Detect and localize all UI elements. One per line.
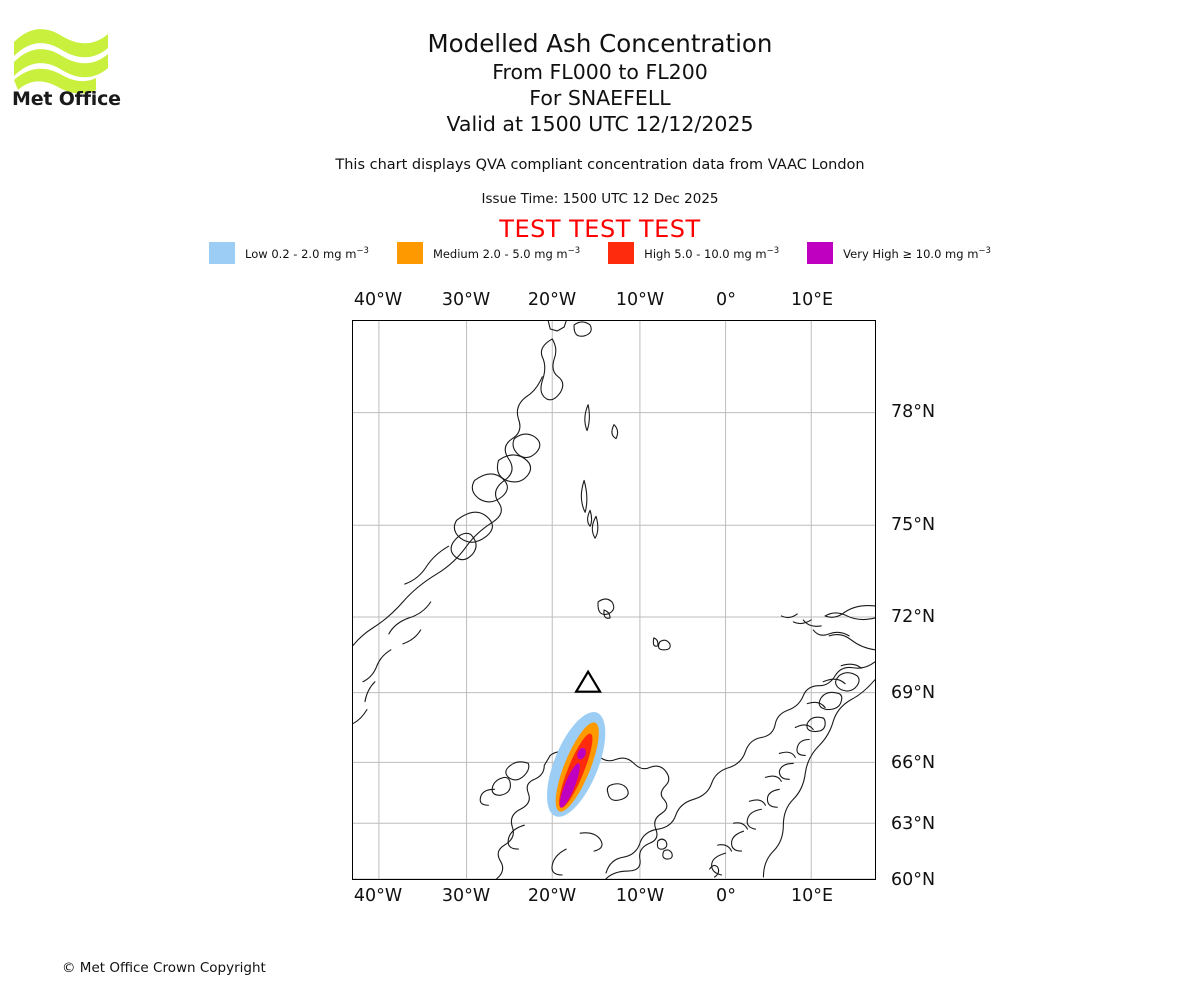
copyright-text: © Met Office Crown Copyright xyxy=(62,960,266,976)
legend-swatch-high xyxy=(608,242,635,264)
coastlines xyxy=(353,321,875,879)
chart-title-block: Modelled Ash Concentration From FL000 to… xyxy=(0,28,1200,137)
concentration-legend: Low 0.2 - 2.0 mg m−3 Medium 2.0 - 5.0 mg… xyxy=(0,242,1200,264)
volcano-marker[interactable] xyxy=(574,669,602,693)
lon-tick-top-1: 30°W xyxy=(441,290,491,310)
plume-core-spot xyxy=(577,747,586,760)
lat-tick-right-3: 69°N xyxy=(891,683,936,703)
lon-tick-bottom-0: 40°W xyxy=(353,886,403,906)
lon-tick-bottom-1: 30°W xyxy=(441,886,491,906)
issue-time: Issue Time: 1500 UTC 12 Dec 2025 xyxy=(481,191,719,207)
lon-tick-bottom-2: 20°W xyxy=(527,886,577,906)
latitude-axis-right: 78°N 75°N 72°N 69°N 66°N 63°N 60°N xyxy=(886,0,1186,1000)
lon-tick-top-4: 0° xyxy=(716,290,736,310)
lat-tick-right-0: 78°N xyxy=(891,402,936,422)
qva-note: This chart displays QVA compliant concen… xyxy=(335,157,865,173)
lon-tick-bottom-3: 10°W xyxy=(615,886,665,906)
page-title: Modelled Ash Concentration xyxy=(427,29,773,58)
lat-tick-right-6: 60°N xyxy=(891,870,936,890)
met-office-logo xyxy=(12,22,122,112)
legend-swatch-low xyxy=(209,242,236,264)
legend-label-medium: Medium 2.0 - 5.0 mg m−3 xyxy=(432,245,581,261)
latitude-axis-left: 78°N 75°N 72°N 69°N 66°N 63°N 60°N xyxy=(0,0,342,1000)
met-office-logo-text: Met Office xyxy=(12,88,121,110)
legend-swatch-very-high xyxy=(807,242,834,264)
lon-tick-top-2: 20°W xyxy=(527,290,577,310)
lon-tick-bottom-4: 0° xyxy=(716,886,736,906)
lon-tick-top-0: 40°W xyxy=(353,290,403,310)
legend-item-very-high: Very High ≥ 10.0 mg m−3 xyxy=(807,242,991,264)
legend-label-high: High 5.0 - 10.0 mg m−3 xyxy=(644,245,780,261)
legend-item-low: Low 0.2 - 2.0 mg m−3 xyxy=(209,242,369,264)
legend-item-high: High 5.0 - 10.0 mg m−3 xyxy=(608,242,779,264)
legend-item-medium: Medium 2.0 - 5.0 mg m−3 xyxy=(396,242,581,264)
longitude-axis-top: 40°W 30°W 20°W 10°W 0° 10°E xyxy=(0,290,1200,316)
lat-tick-right-1: 75°N xyxy=(891,515,936,535)
flight-level-range: From FL000 to FL200 xyxy=(492,60,708,84)
lon-tick-top-3: 10°W xyxy=(615,290,665,310)
legend-swatch-medium xyxy=(396,242,423,264)
lat-tick-right-5: 63°N xyxy=(891,814,936,834)
map-canvas xyxy=(353,321,875,879)
legend-label-very-high: Very High ≥ 10.0 mg m−3 xyxy=(843,245,991,261)
plume-band-very-high xyxy=(559,763,580,808)
lat-tick-right-4: 66°N xyxy=(891,753,936,773)
lon-tick-bottom-5: 10°E xyxy=(790,886,834,906)
lon-tick-top-5: 10°E xyxy=(790,290,834,310)
valid-time: Valid at 1500 UTC 12/12/2025 xyxy=(446,112,754,136)
ash-plume xyxy=(546,712,606,817)
test-banner: TEST TEST TEST xyxy=(499,215,701,243)
longitude-axis-bottom: 40°W 30°W 20°W 10°W 0° 10°E xyxy=(0,886,1200,912)
ash-concentration-map[interactable] xyxy=(352,320,876,880)
volcano-name: For SNAEFELL xyxy=(529,86,671,110)
lat-tick-right-2: 72°N xyxy=(891,607,936,627)
legend-label-low: Low 0.2 - 2.0 mg m−3 xyxy=(245,245,369,261)
